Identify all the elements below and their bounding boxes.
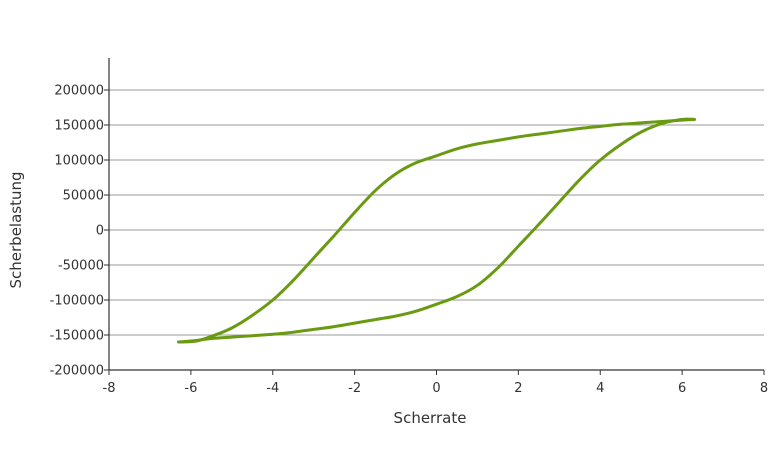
y-tick-label-2: -100000 bbox=[50, 294, 104, 309]
curve-lower-branch bbox=[177, 117, 696, 344]
x-axis-label: Scherrate bbox=[394, 409, 467, 427]
gridlines bbox=[109, 89, 764, 336]
y-tick-label-8: 200000 bbox=[54, 84, 104, 99]
y-tick-label-4: 0 bbox=[96, 224, 104, 239]
x-tick-label-2: -4 bbox=[266, 381, 279, 396]
y-tick-label-1: -150000 bbox=[50, 329, 104, 344]
y-tick-labels: -200000 -150000 -100000 -50000 0 50000 100000 1… bbox=[50, 84, 109, 379]
curves bbox=[177, 117, 696, 344]
x-tick-label-8: 8 bbox=[760, 381, 768, 396]
y-tick-label-6: 100000 bbox=[54, 154, 104, 169]
x-tick-label-6: 4 bbox=[596, 381, 604, 396]
x-tick-labels: -8 -6 -4 -2 0 2 4 6 8 bbox=[103, 370, 768, 396]
x-tick-label-3: -2 bbox=[348, 381, 361, 396]
y-tick-label-3: -50000 bbox=[58, 259, 104, 274]
x-tick-label-4: 0 bbox=[432, 381, 440, 396]
curve-upper-branch bbox=[177, 117, 696, 344]
y-tick-label-0: -200000 bbox=[50, 364, 104, 379]
y-tick-label-5: 50000 bbox=[63, 189, 104, 204]
x-tick-label-1: -6 bbox=[184, 381, 197, 396]
x-tick-label-0: -8 bbox=[103, 381, 116, 396]
y-axis-label: Scherbelastung bbox=[7, 171, 25, 288]
x-tick-label-7: 6 bbox=[678, 381, 686, 396]
y-tick-label-7: 150000 bbox=[54, 119, 104, 134]
x-tick-label-5: 2 bbox=[514, 381, 522, 396]
